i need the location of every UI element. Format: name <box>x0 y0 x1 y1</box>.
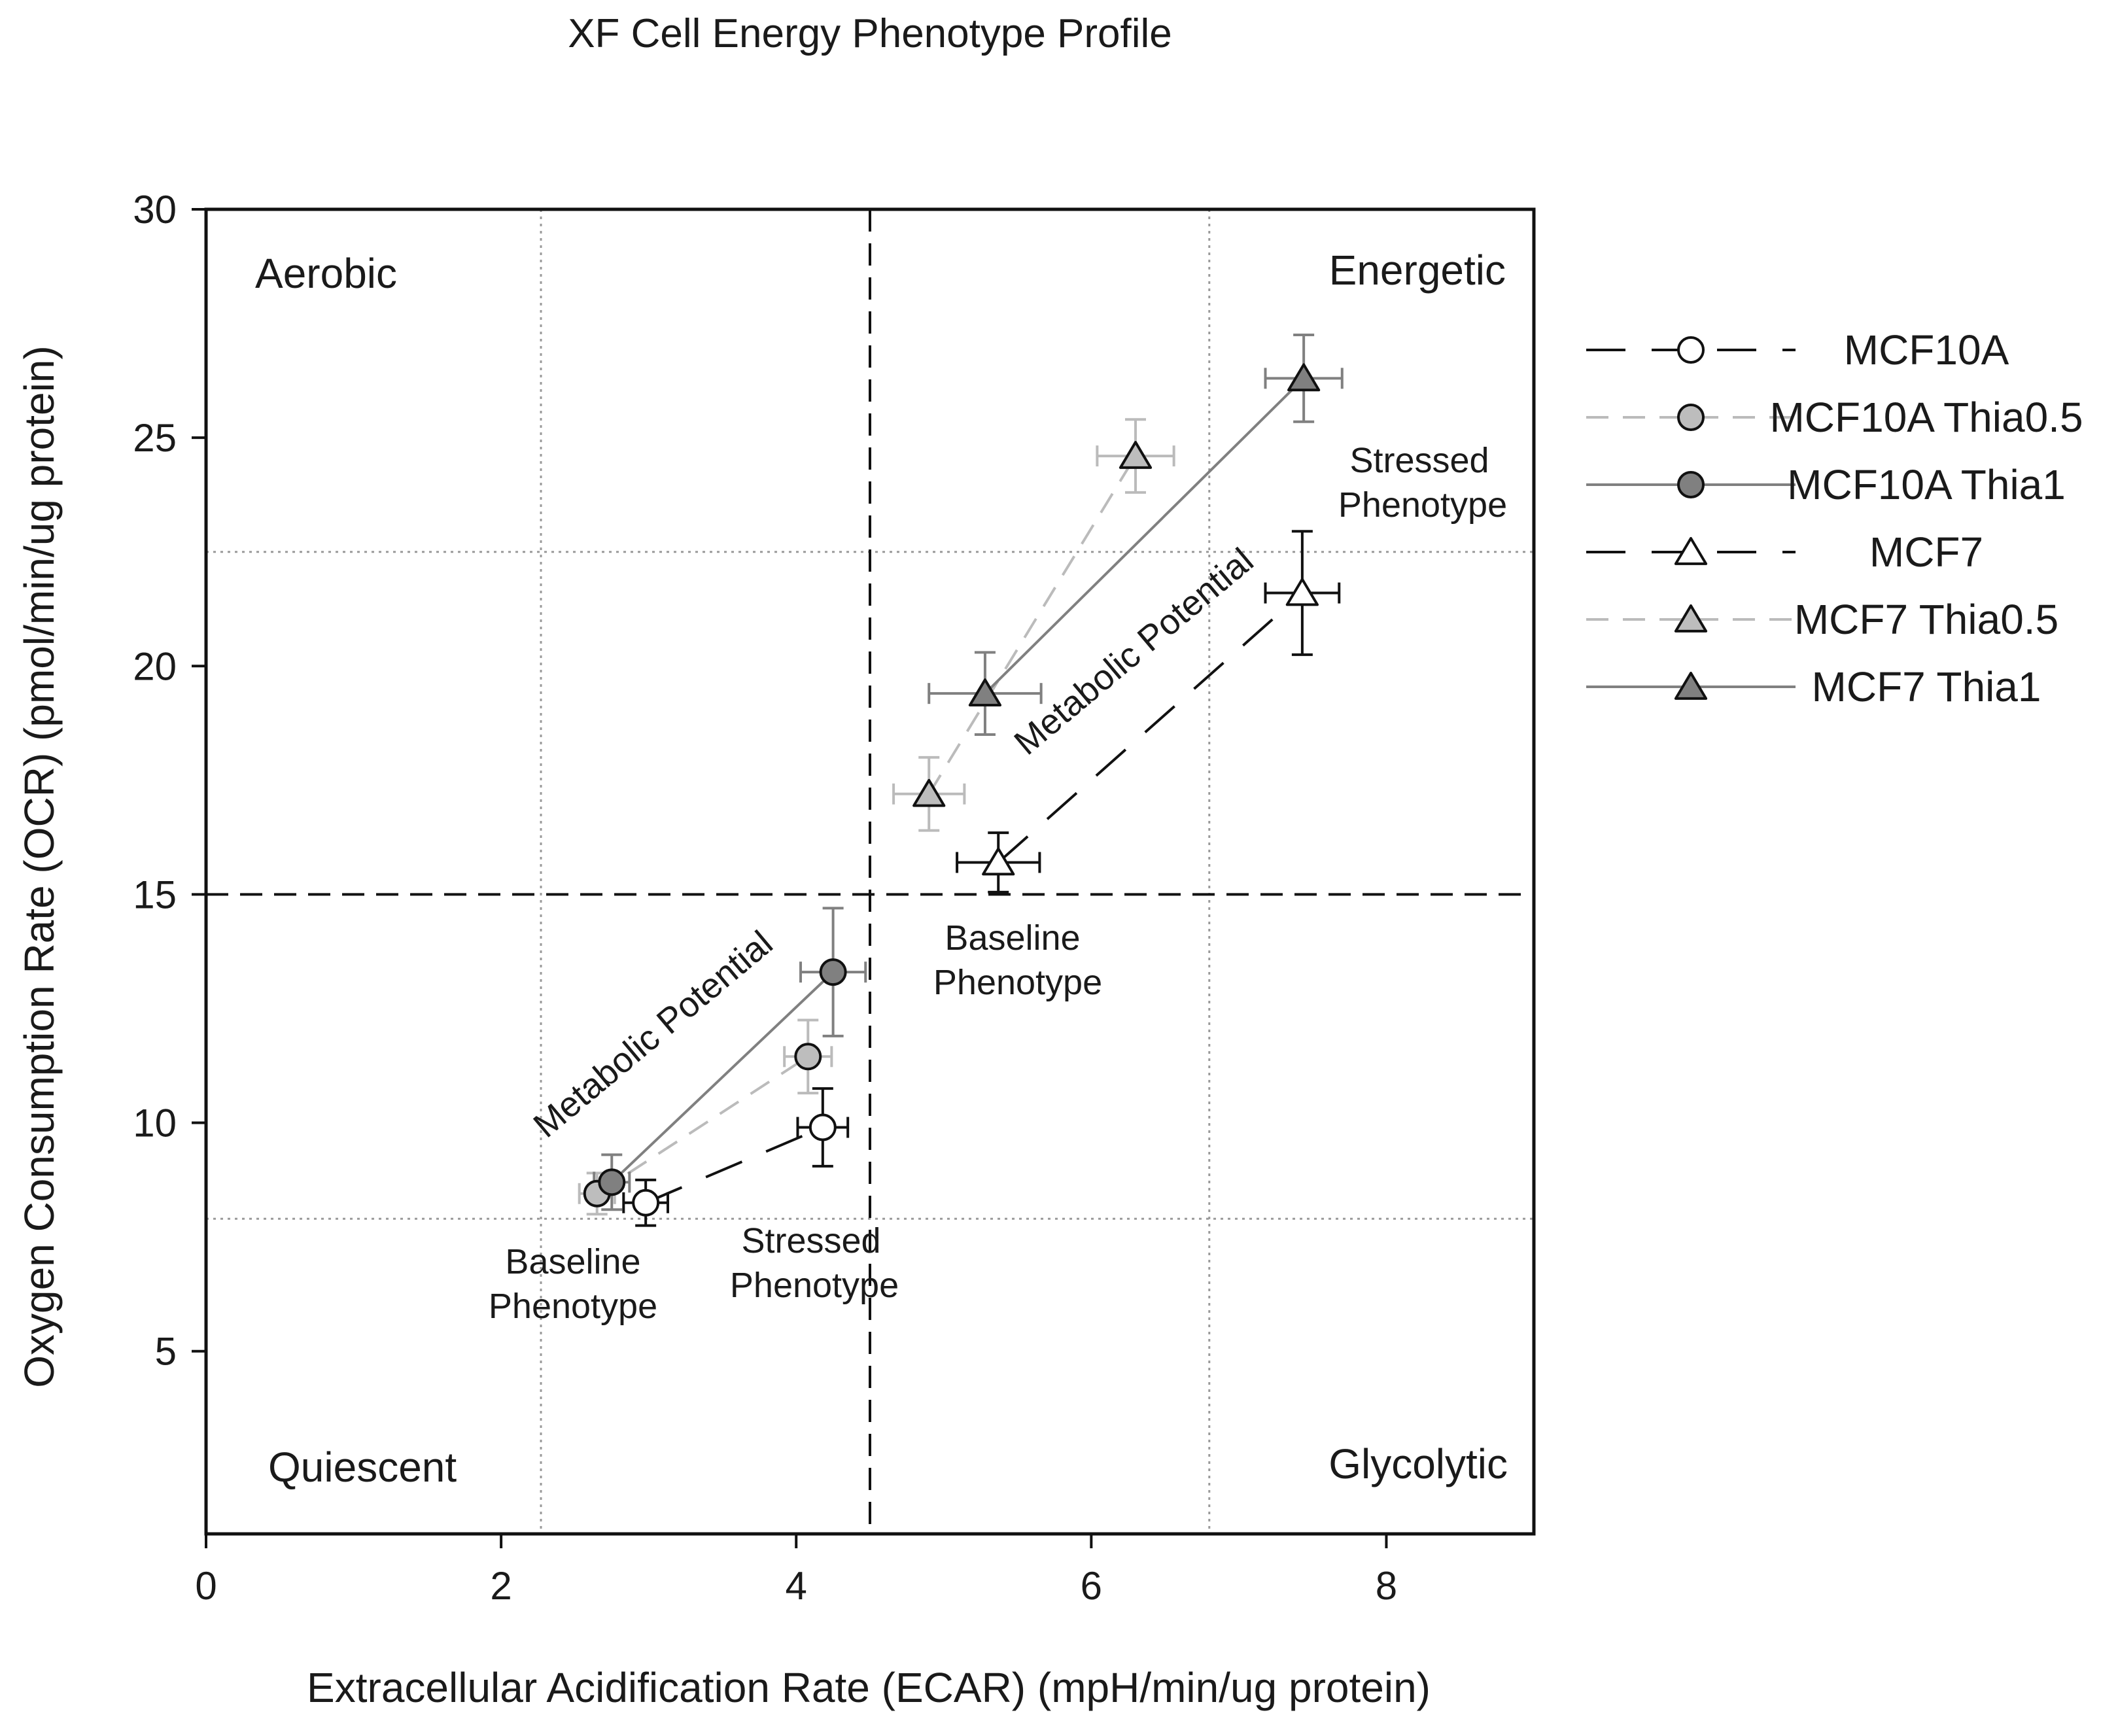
legend-entry-mcf10a-thia1: MCF10A Thia1 <box>1586 461 2066 508</box>
plot-frame <box>204 207 1536 1536</box>
legend-entry-mcf7-thia0-5: MCF7 Thia0.5 <box>1586 596 2058 643</box>
annotation-text: Baseline <box>505 1242 640 1281</box>
y-tick-label: 15 <box>133 873 177 916</box>
quadrant-label-energetic: Energetic <box>1329 247 1506 294</box>
annotation-text: Stressed <box>741 1221 880 1260</box>
y-tick-label: 10 <box>133 1102 177 1145</box>
annotation-mcf7-potential: Metabolic Potential <box>1007 541 1260 763</box>
legend-marker <box>1677 336 1705 364</box>
data-point-mcf7-thia1 <box>968 678 1002 707</box>
legend-marker <box>1674 672 1708 700</box>
y-axis-title: Oxygen Consumption Rate (OCR) (pmol/min/… <box>16 345 63 1388</box>
series-line-mcf7-thia1 <box>984 377 1305 695</box>
error-bars <box>578 334 1344 1227</box>
annotation-text: Stressed <box>1349 441 1489 480</box>
y-tick-label: 30 <box>133 188 177 232</box>
axis-ticks: 0 2 4 6 8 5 10 15 20 25 30 <box>133 188 1397 1608</box>
legend-label: MCF10A <box>1844 326 2009 373</box>
annotation-text: Baseline <box>945 918 1080 958</box>
annotation-mcf10a-potential: Metabolic Potential <box>526 924 780 1145</box>
x-tick-label: 8 <box>1376 1564 1397 1608</box>
series-line-mcf10a <box>645 1126 824 1204</box>
series-lines <box>596 377 1305 1204</box>
legend-label: MCF7 Thia1 <box>1812 663 2041 710</box>
series-line-mcf10a-thia0-5 <box>596 1055 809 1195</box>
y-tick-label: 25 <box>133 416 177 460</box>
data-markers <box>583 363 1321 1217</box>
data-point-mcf7-thia0-5 <box>1119 441 1153 469</box>
legend-marker <box>1674 537 1708 565</box>
legend-entry-mcf10a-thia0-5: MCF10A Thia0.5 <box>1586 394 2083 441</box>
quadrant-label-glycolytic: Glycolytic <box>1328 1440 1508 1487</box>
x-axis-title: Extracellular Acidification Rate (ECAR) … <box>307 1664 1431 1711</box>
annotation-text: Phenotype <box>489 1287 657 1326</box>
quadrant-label-aerobic: Aerobic <box>255 250 397 297</box>
annotation-mcf7-stressed: Stressed Phenotype <box>1338 441 1507 525</box>
legend-entry-mcf10a: MCF10A <box>1586 326 2009 373</box>
data-point-mcf10a <box>808 1113 837 1141</box>
annotation-text: Phenotype <box>1338 485 1507 525</box>
legend-entry-mcf7-thia1: MCF7 Thia1 <box>1586 663 2041 710</box>
y-tick-label: 5 <box>155 1330 177 1374</box>
legend-marker <box>1674 604 1708 633</box>
legend-label: MCF7 <box>1869 529 1983 576</box>
legend-label: MCF10A Thia0.5 <box>1769 394 2083 441</box>
series-line-mcf10a-thia1 <box>610 971 834 1183</box>
data-point-mcf7-thia0-5 <box>912 778 946 807</box>
data-point-mcf7-thia1 <box>1287 363 1321 392</box>
data-point-mcf7 <box>1285 578 1319 606</box>
legend-marker <box>1677 471 1705 498</box>
legend-label: MCF10A Thia1 <box>1787 461 2066 508</box>
annotation-mcf10a-baseline: Baseline Phenotype <box>489 1242 657 1326</box>
legend-label: MCF7 Thia0.5 <box>1794 596 2058 643</box>
x-tick-label: 4 <box>786 1564 807 1608</box>
chart-title: XF Cell Energy Phenotype Profile <box>568 11 1172 56</box>
series-line-mcf7-thia0-5 <box>928 455 1137 795</box>
annotation-mcf7-baseline: Baseline Phenotype <box>933 918 1102 1002</box>
legend-marker <box>1677 404 1705 431</box>
annotation-text: Phenotype <box>933 963 1102 1002</box>
legend: MCF10A MCF10A Thia0.5 MCF10A Thia1 MCF7 MCF7… <box>1586 326 2083 710</box>
x-tick-label: 2 <box>490 1564 512 1608</box>
quadrant-label-quiescent: Quiescent <box>268 1444 457 1491</box>
data-point-mcf7 <box>982 847 1015 876</box>
data-point-mcf10a-thia0-5 <box>794 1043 822 1071</box>
data-point-mcf10a <box>632 1189 660 1217</box>
annotation-mcf10a-stressed: Stressed Phenotype <box>730 1221 899 1305</box>
series-line-mcf7 <box>997 592 1304 864</box>
data-point-mcf10a-thia1 <box>819 958 847 986</box>
y-tick-label: 20 <box>133 644 177 688</box>
x-tick-label: 6 <box>1081 1564 1102 1608</box>
data-point-mcf10a-thia1 <box>598 1168 626 1196</box>
legend-entry-mcf7: MCF7 <box>1586 529 1983 576</box>
annotation-text: Phenotype <box>730 1266 899 1305</box>
reference-lines <box>206 209 1534 1534</box>
x-tick-label: 0 <box>195 1564 217 1608</box>
